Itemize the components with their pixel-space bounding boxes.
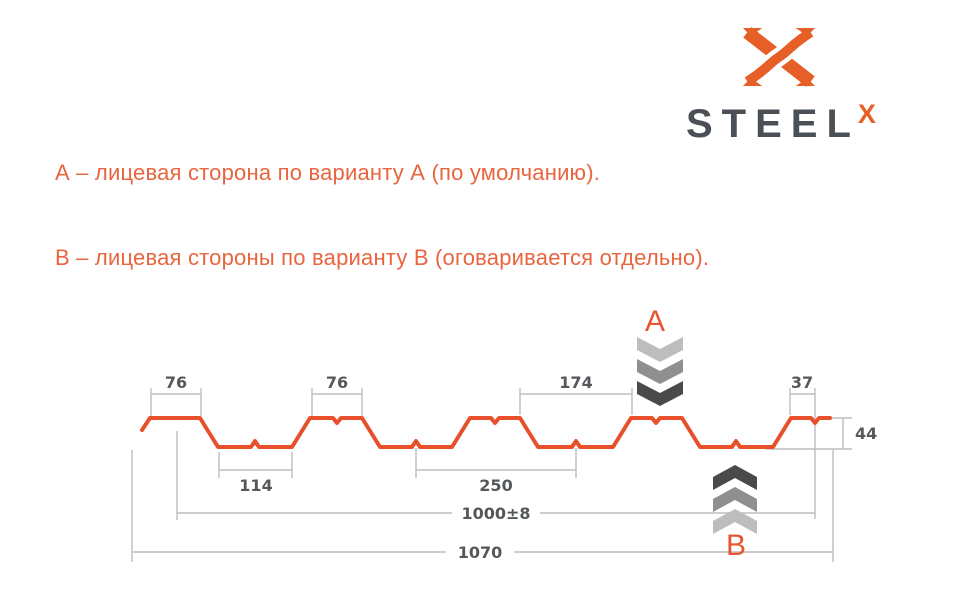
dim-label-114: 114 (239, 476, 272, 495)
side-a-letter: A (645, 305, 665, 338)
dim-label-37: 37 (791, 373, 813, 392)
side-b-indicator: B (713, 465, 757, 562)
logo-corner-bl (742, 78, 763, 87)
logo-corner-tl (742, 27, 763, 36)
dim-label-1000: 1000±8 (461, 504, 530, 523)
label-gap (452, 504, 540, 521)
dim-label-1070: 1070 (458, 543, 503, 562)
dim-label-76-mid: 76 (326, 373, 348, 392)
label-gap (446, 543, 514, 560)
note-variant-b: В – лицевая стороны по варианту В (огова… (55, 245, 710, 270)
side-a-indicator: A (637, 305, 683, 406)
chevron-down-icon (637, 359, 683, 384)
note-variant-a: А – лицевая сторона по варианту А (по ум… (55, 160, 601, 185)
logo-corner-br (795, 78, 816, 87)
chevron-up-icon (713, 487, 757, 512)
side-b-letter: B (726, 529, 746, 562)
logo-s-band (744, 28, 814, 86)
profile-outline (140, 416, 832, 449)
chevron-up-icon (713, 465, 757, 490)
brand-x-mark: X (857, 99, 876, 129)
dim-label-44: 44 (855, 424, 877, 443)
chevron-down-icon (637, 337, 683, 362)
steelx-logo-icon (742, 24, 816, 90)
brand-name: STEEL (686, 102, 860, 146)
chevron-down-icon (637, 381, 683, 406)
logo-corner-tr (795, 27, 816, 36)
dim-label-174: 174 (559, 373, 592, 392)
brand-wordmark: STEELX (686, 99, 878, 146)
dim-label-76-left: 76 (165, 373, 187, 392)
chevron-up-icon (713, 509, 757, 534)
dim-label-250: 250 (479, 476, 512, 495)
